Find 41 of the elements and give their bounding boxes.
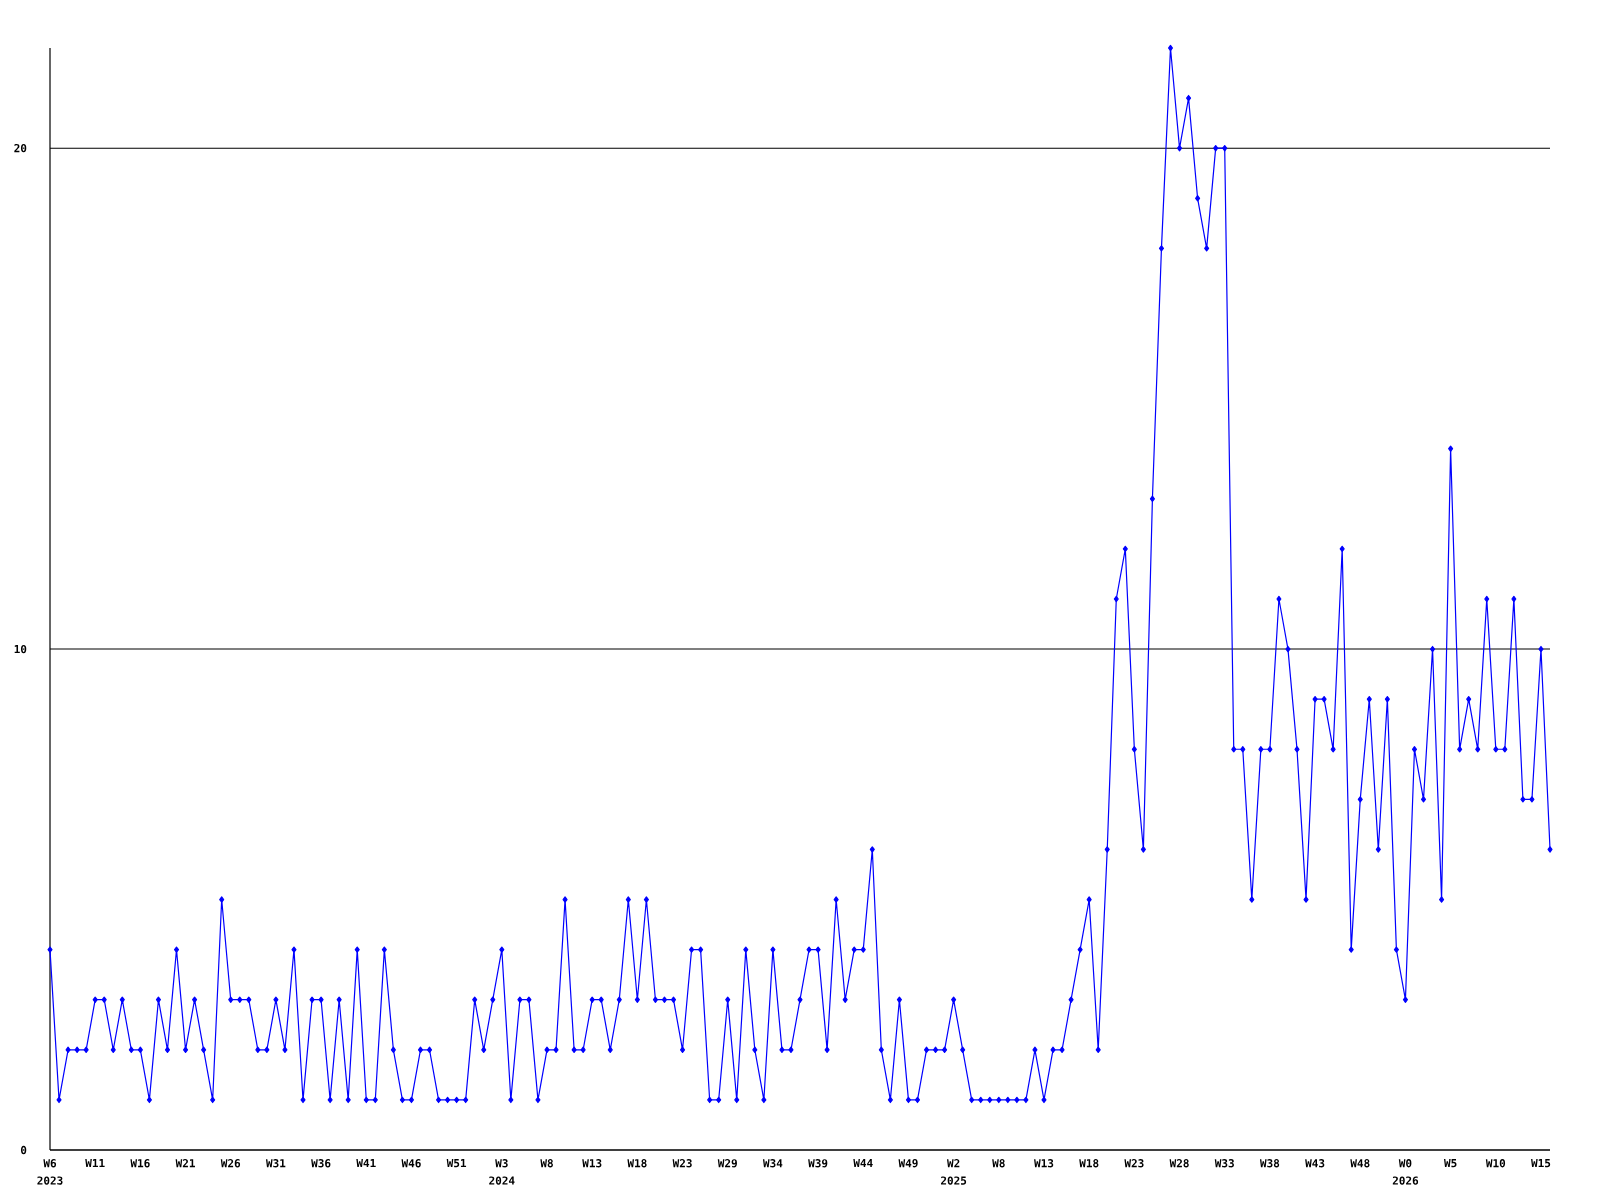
- x-tick-label: W51: [446, 1159, 467, 1168]
- x-tick-label: W5: [1443, 1159, 1457, 1168]
- x-tick-label: W6: [43, 1159, 57, 1168]
- x-tick-label: W38: [1259, 1159, 1280, 1168]
- x-tick-label: W2: [947, 1159, 960, 1168]
- x-tick-label: W18: [1079, 1159, 1099, 1168]
- x-tick-label: W15: [1531, 1159, 1551, 1168]
- text: 2025: [941, 1176, 967, 1185]
- x-tick-label: W23: [1124, 1159, 1144, 1168]
- x-tick-label: W8: [540, 1159, 553, 1168]
- x-tick-label: W13: [582, 1159, 602, 1168]
- x-tick-label: W31: [265, 1159, 286, 1168]
- text: 2026: [1392, 1176, 1419, 1185]
- x-tick-label: W28: [1169, 1159, 1189, 1168]
- text: 2023: [37, 1176, 63, 1185]
- x-tick-label: W0: [1398, 1159, 1412, 1168]
- x-tick-label: W41: [356, 1159, 376, 1168]
- x-tick-label: W43: [1305, 1159, 1325, 1168]
- x-tick-label: W8: [992, 1159, 1005, 1168]
- x-tick-label: W33: [1214, 1159, 1234, 1168]
- x-tick-label: W13: [1034, 1159, 1054, 1168]
- x-tick-label: W34: [762, 1159, 783, 1168]
- x-tick-label: W46: [401, 1159, 421, 1168]
- y-tick-label: 0: [20, 1145, 27, 1155]
- x-tick-label: W44: [853, 1159, 873, 1168]
- y-tick-label: 20: [14, 144, 27, 153]
- x-tick-label: W26: [220, 1159, 241, 1168]
- text: 2024: [489, 1176, 515, 1185]
- x-tick-label: W3: [495, 1159, 508, 1168]
- x-tick-label: W39: [808, 1159, 828, 1168]
- x-tick-label: W10: [1485, 1159, 1506, 1168]
- x-tick-label: W23: [672, 1159, 692, 1168]
- y-tick-label: 10: [14, 644, 27, 654]
- x-tick-label: W49: [898, 1159, 918, 1168]
- x-tick-label: W21: [175, 1159, 195, 1168]
- x-tick-label: W16: [130, 1159, 150, 1168]
- x-tick-label: W48: [1350, 1159, 1370, 1168]
- x-tick-label: W29: [717, 1159, 737, 1168]
- x-tick-label: W11: [85, 1159, 105, 1168]
- x-tick-label: W36: [311, 1159, 331, 1168]
- x-tick-label: W18: [627, 1159, 647, 1168]
